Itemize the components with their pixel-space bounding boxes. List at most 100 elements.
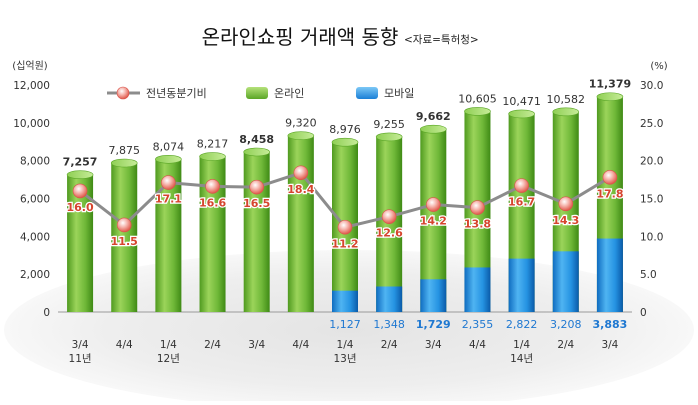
- x-tick-label: 3/4: [248, 339, 265, 351]
- growth-point: [558, 196, 574, 212]
- mobile-value-label: 1,729: [416, 318, 451, 331]
- mobile-bar: [332, 290, 358, 312]
- x-tick-label: 1/4: [160, 339, 177, 351]
- growth-point: [249, 179, 264, 195]
- legend-label-online: 온라인: [274, 87, 304, 100]
- x-tick-label: 2/4: [557, 339, 574, 351]
- growth-line: [72, 165, 618, 235]
- legend-item-online: 온라인: [246, 87, 304, 100]
- growth-value-label: 16.6: [199, 196, 226, 209]
- x-year-label: 13년: [333, 353, 356, 365]
- growth-value-label: 16.5: [243, 197, 270, 210]
- mobile-value-label: 3,883: [593, 318, 628, 331]
- y-right-tick-label: 5.0: [640, 269, 657, 281]
- title-group: 온라인쇼핑 거래액 동향 <자료=특허청>: [202, 25, 479, 49]
- online-bar-cap: [375, 132, 403, 142]
- y-left-tick-label: 2,000: [20, 269, 50, 281]
- y-left-tick-label: 12,000: [13, 80, 50, 92]
- mobile-value-label: 2,822: [506, 318, 538, 331]
- x-year-label: 11년: [69, 353, 92, 365]
- y-left-tick-label: 8,000: [20, 156, 50, 168]
- mobile-value-label: 2,355: [462, 318, 494, 331]
- growth-point: [116, 217, 132, 233]
- growth-point: [72, 183, 88, 199]
- growth-value-label: 16.7: [508, 196, 535, 209]
- online-value-label: 7,875: [108, 144, 140, 157]
- y-right-tick-label: 10.0: [640, 231, 663, 243]
- x-tick-label: 2/4: [381, 339, 398, 351]
- online-bar-cap: [155, 154, 182, 164]
- x-tick-label: 2/4: [204, 339, 221, 351]
- online-value-label: 9,662: [416, 110, 451, 123]
- legend-dot-swatch: [116, 86, 130, 100]
- y-right-tick-label: 30.0: [640, 80, 663, 92]
- mobile-bar: [420, 279, 447, 312]
- online-value-label: 8,976: [329, 123, 361, 136]
- growth-point: [205, 179, 220, 194]
- legend-blue-swatch: [356, 87, 378, 99]
- online-bar-cap: [199, 152, 226, 161]
- online-bar: [287, 135, 314, 312]
- online-value-label: 8,074: [153, 140, 185, 153]
- mobile-bar: [552, 251, 579, 312]
- y-right-tick-label: 0: [640, 307, 647, 319]
- online-bar-cap: [508, 109, 535, 119]
- online-value-label: 11,379: [589, 78, 631, 91]
- online-bar-cap: [552, 107, 580, 117]
- online-bar-cap: [287, 131, 315, 140]
- growth-value-label: 17.1: [155, 193, 182, 206]
- chart-subtitle: <자료=특허청>: [404, 34, 479, 46]
- mobile-bar: [376, 286, 403, 312]
- online-bar: [243, 152, 270, 312]
- online-value-label: 9,255: [373, 118, 405, 131]
- y-left-unit-label: (십억원): [12, 60, 48, 72]
- y-right-tick-label: 15.0: [640, 194, 663, 206]
- x-tick-label: 3/4: [425, 339, 442, 351]
- online-bar-cap: [331, 137, 359, 147]
- growth-value-label: 13.8: [464, 218, 491, 231]
- axes: 0 2,000 4,000 6,000 8,000 10,000 12,000 0 5.0 10.…: [13, 80, 663, 319]
- legend-label-mobile: 모바일: [384, 86, 414, 100]
- growth-value-label: 14.3: [552, 214, 579, 227]
- online-bar-cap: [66, 170, 94, 180]
- online-bar-cap: [110, 158, 138, 168]
- growth-value-label: 12.6: [376, 227, 403, 240]
- x-tick-label: 1/4: [337, 339, 354, 351]
- growth-point: [337, 219, 353, 235]
- x-tick-label: 3/4: [72, 339, 89, 351]
- x-tick-label: 4/4: [469, 339, 486, 351]
- growth-point: [602, 170, 618, 185]
- mobile-bar: [464, 267, 491, 312]
- x-year-label: 14년: [510, 353, 533, 365]
- online-bar-cap: [596, 92, 624, 102]
- y-right-tick-label: 20.0: [640, 156, 663, 168]
- growth-point: [381, 209, 397, 224]
- online-bar: [376, 136, 403, 312]
- legend: 전년동분기비 온라인 모바일: [107, 86, 414, 100]
- mobile-value-label: 1,127: [329, 318, 361, 331]
- online-value-label: 10,605: [458, 92, 497, 105]
- legend-item-mobile: 모바일: [356, 86, 414, 100]
- x-tick-label: 4/4: [292, 339, 309, 351]
- x-tick-label: 4/4: [116, 339, 133, 351]
- growth-value-label: 11.5: [111, 235, 138, 248]
- growth-value-label: 18.4: [287, 183, 314, 196]
- x-axis-labels: 3/4 4/4 1/4 2/4 3/4 4/4 1/4 2/4 3/4 4/4 1/4 2/4 3/4 1…: [69, 339, 619, 365]
- growth-value-label: 17.8: [596, 187, 623, 200]
- chart-title: 온라인쇼핑 거래액 동향: [202, 25, 399, 49]
- legend-item-growth: 전년동분기비: [107, 86, 207, 100]
- online-value-label: 8,217: [197, 138, 229, 151]
- online-value-label: 8,458: [239, 133, 274, 146]
- y-left-tick-label: 4,000: [20, 231, 50, 243]
- y-left-tick-label: 0: [43, 307, 50, 319]
- online-bar: [111, 163, 138, 312]
- x-tick-label: 1/4: [513, 339, 530, 351]
- online-value-label: 7,257: [63, 156, 98, 169]
- online-bar-cap: [420, 124, 447, 134]
- mobile-bar: [508, 258, 535, 312]
- growth-point: [470, 200, 485, 215]
- growth-point: [426, 197, 441, 212]
- data-labels: 7,257 7,875 8,074 8,217 8,458 9,320 8,976 9,255…: [63, 78, 631, 331]
